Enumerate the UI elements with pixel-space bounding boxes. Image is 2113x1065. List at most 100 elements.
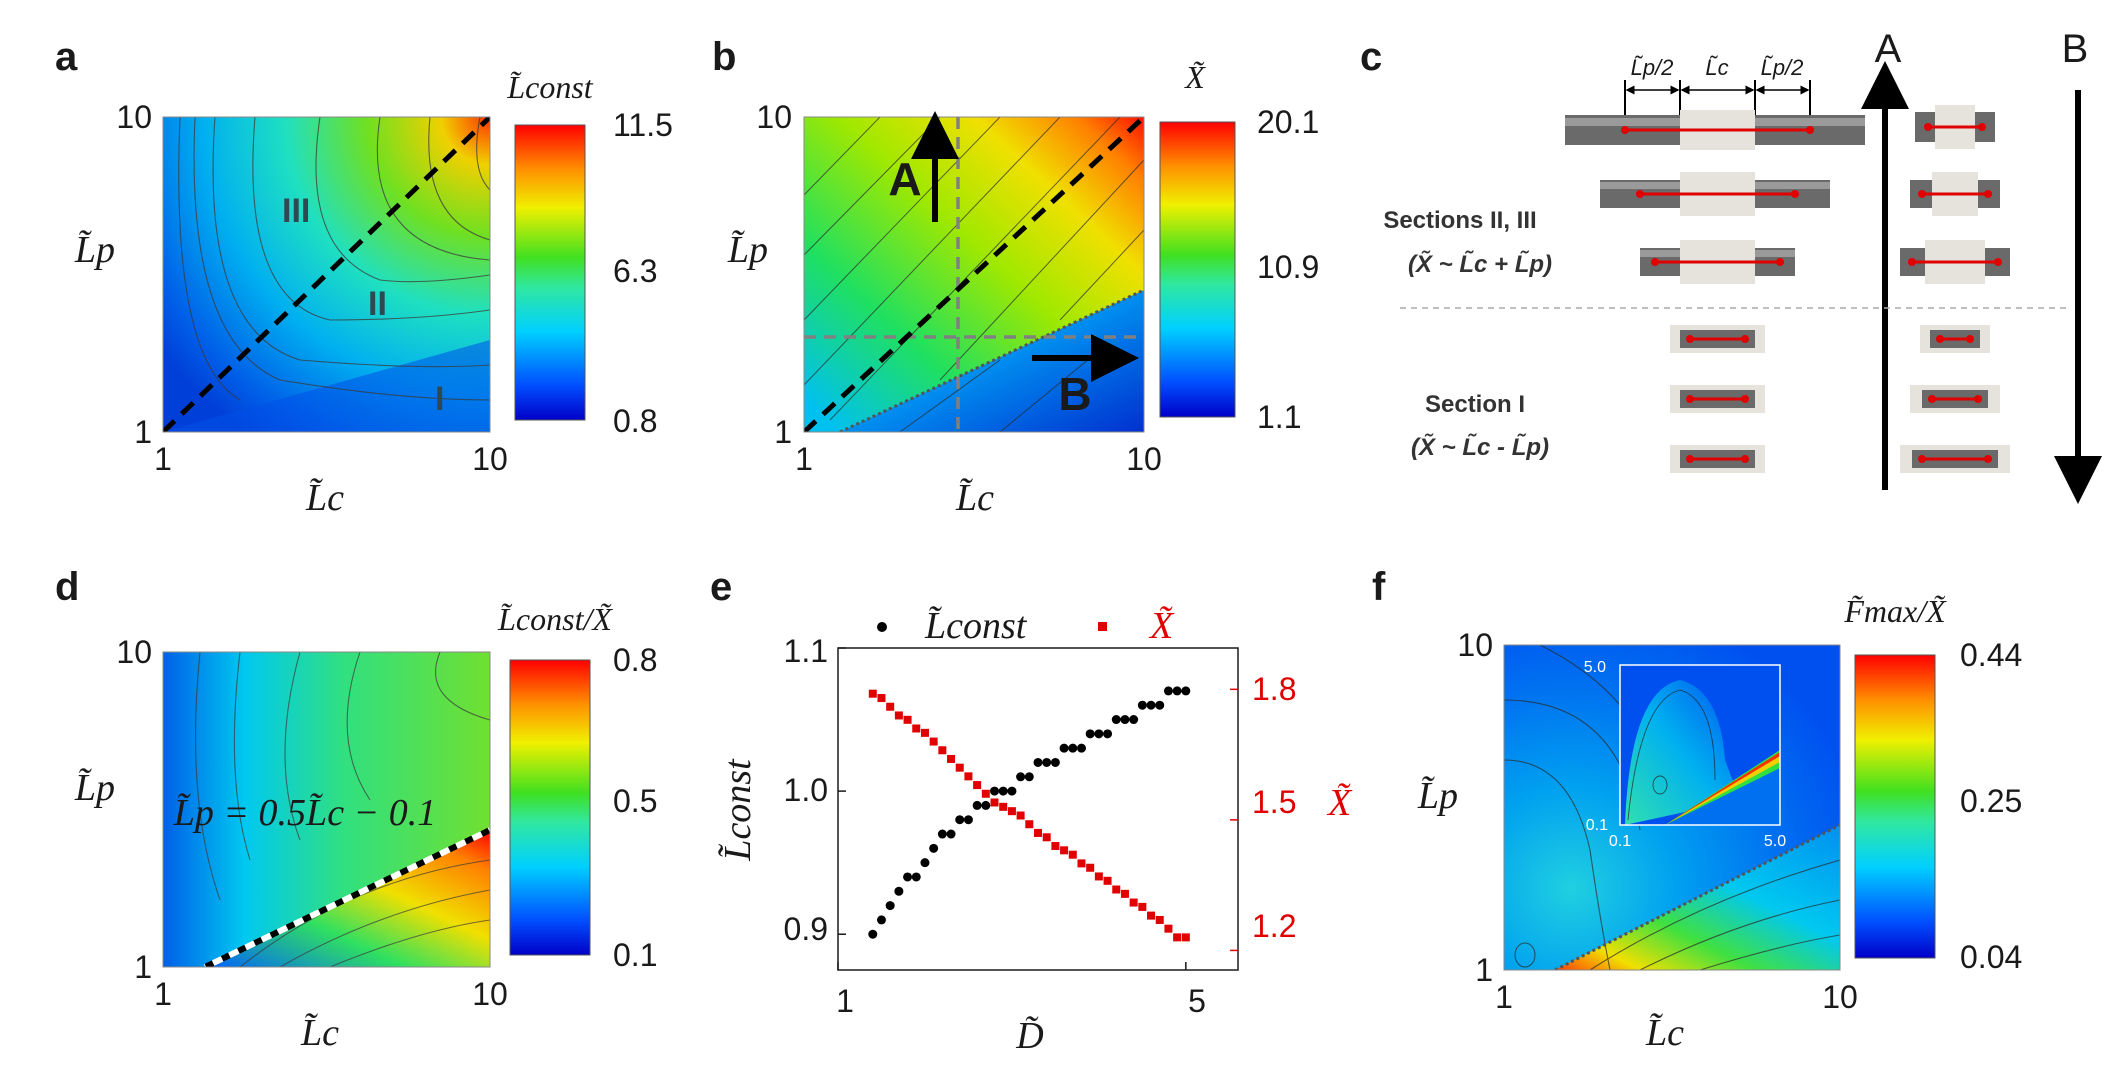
panel-a-xtick-10: 10 (472, 441, 508, 477)
panel-f-inset-xtick-max: 5.0 (1764, 833, 1786, 850)
x-point (1181, 933, 1190, 942)
panel-d-ytick-10: 10 (116, 634, 152, 670)
panel-f-ytick-1: 1 (1475, 952, 1493, 988)
x-point (947, 754, 956, 763)
x-point (1051, 841, 1060, 850)
panel-f: f (1372, 565, 2022, 1054)
panel-b-xtick-1: 1 (795, 441, 813, 477)
panel-b-label: b (712, 35, 736, 79)
panel-e-legend-marker-lconst (877, 622, 887, 632)
x-point (1086, 863, 1095, 872)
panel-b-ytick-1: 1 (774, 414, 792, 450)
panel-d-ylabel: L̃p (74, 767, 115, 809)
panel-d-cbtick-max: 0.8 (613, 642, 657, 678)
panel-c-dim-lp-left: L̃p/2 (1631, 55, 1674, 80)
panel-e-xtick-1: 1 (836, 983, 854, 1019)
panel-f-xtick-10: 10 (1822, 979, 1858, 1015)
lconst-point (998, 786, 1008, 796)
panel-a-ytick-1: 1 (134, 414, 152, 450)
x-point (1112, 885, 1121, 894)
panel-c-group2-formula: (X̃ ~ L̃c - L̃p) (1411, 433, 1549, 461)
x-point (1120, 889, 1129, 898)
x-point (999, 802, 1008, 811)
panel-e-ytick-right-top: 1.8 (1252, 671, 1296, 707)
panel-f-inset-ytick-max: 5.0 (1584, 659, 1606, 676)
lconst-point (1172, 686, 1182, 696)
panel-d-xlabel: L̃c (300, 1012, 339, 1054)
x-point (1103, 876, 1112, 885)
x-point (938, 746, 947, 755)
panel-e-xtick-5: 5 (1188, 983, 1206, 1019)
panel-d-ytick-1: 1 (134, 949, 152, 985)
panel-f-xtick-1: 1 (1495, 979, 1513, 1015)
x-point (1155, 915, 1164, 924)
panel-e-legend-marker-x (1098, 622, 1107, 631)
lconst-point (1146, 700, 1156, 710)
panel-b-arrow-a-label: A (888, 153, 921, 205)
x-point (1016, 811, 1025, 820)
x-point (894, 711, 903, 720)
panel-a-cbtick-mid: 6.3 (613, 253, 657, 289)
lconst-point (1033, 757, 1043, 767)
panel-d-label: d (55, 565, 79, 609)
lconst-point (876, 915, 886, 925)
x-point (955, 763, 964, 772)
panel-c-group2-title: Section I (1425, 391, 1525, 418)
panel-b-cbtick-max: 20.1 (1257, 104, 1319, 140)
panel-e-xlabel: D̃ (1015, 1015, 1043, 1057)
x-point (1077, 859, 1086, 868)
panel-f-colorbar (1854, 654, 1936, 959)
lconst-point (929, 843, 939, 853)
x-point (912, 724, 921, 733)
panel-c: c A B L̃p/2 L̃c L̃p/2 (1360, 27, 2102, 504)
panel-a-xtick-1: 1 (154, 441, 172, 477)
panel-b-xtick-10: 10 (1126, 441, 1162, 477)
panel-f-cbtick-min: 0.04 (1960, 939, 2022, 975)
x-point (920, 728, 929, 737)
panel-a-ytick-10: 10 (116, 99, 152, 135)
x-point (981, 789, 990, 798)
lconst-point (937, 829, 947, 839)
x-point (1068, 850, 1077, 859)
x-point (1138, 902, 1147, 911)
panel-a-region-i: I (435, 380, 444, 418)
panel-c-column-b-label: B (2062, 27, 2089, 71)
panel-a-label: a (55, 35, 78, 79)
x-point (964, 772, 973, 781)
x-point (903, 715, 912, 724)
panel-b-heatmap (804, 117, 1144, 432)
panel-f-ylabel: L̃p (1417, 775, 1458, 817)
lconst-point (1059, 743, 1069, 753)
x-point (1034, 828, 1042, 837)
x-point (1129, 898, 1138, 907)
panel-a-region-ii: II (368, 285, 387, 323)
panel-b-colorbar-title: X̃ (1183, 59, 1206, 95)
panel-a: a III II I 10 1 1 10 L̃c L̃p L̃const (55, 35, 673, 519)
panel-d-xtick-10: 10 (472, 976, 508, 1012)
panel-f-label: f (1372, 565, 1386, 609)
panel-e-legend-lconst: L̃const (924, 605, 1028, 647)
x-point (1094, 872, 1103, 881)
lconst-point (1163, 686, 1173, 696)
lconst-point (1120, 715, 1130, 725)
x-point (973, 781, 982, 790)
lconst-point (1137, 700, 1147, 710)
x-point (1164, 924, 1173, 933)
x-point (877, 694, 886, 703)
panel-e-ytick-left-top: 1.1 (784, 633, 828, 669)
panel-b-arrow-b-label: B (1058, 368, 1091, 420)
x-point (1025, 820, 1034, 829)
panel-a-cbtick-max: 11.5 (613, 107, 673, 143)
lconst-point (990, 786, 1000, 796)
panel-d-colorbar (509, 659, 591, 956)
panel-f-ytick-10: 10 (1457, 627, 1493, 663)
panel-f-cbtick-max: 0.44 (1960, 637, 2022, 673)
panel-b-ytick-10: 10 (756, 99, 792, 135)
lconst-point (1007, 786, 1017, 796)
panel-e: e L̃const X̃ 1 5 1.1 1.0 0.9 1.8 1.5 1.2… (710, 565, 1353, 1057)
panel-c-column-a-label: A (1875, 27, 1902, 71)
x-point (886, 702, 895, 711)
panel-f-inset: 5.0 0.1 0.1 5.0 (1584, 659, 1786, 850)
panel-b: b A B 10 1 1 1 (712, 35, 1319, 519)
panel-e-ylabel-right: X̃ (1326, 782, 1353, 824)
